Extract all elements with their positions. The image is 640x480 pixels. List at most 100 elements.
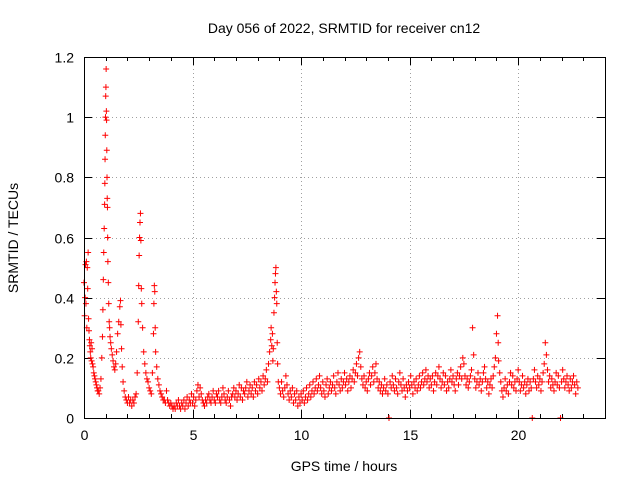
data-point xyxy=(382,387,389,394)
data-point xyxy=(90,363,97,370)
data-point xyxy=(88,357,95,364)
data-point xyxy=(393,384,400,391)
data-point xyxy=(528,384,535,391)
data-point xyxy=(108,345,115,352)
data-point xyxy=(229,390,236,397)
data-point xyxy=(231,393,238,400)
data-point xyxy=(236,381,243,388)
data-point xyxy=(102,156,109,163)
data-point xyxy=(496,369,503,376)
data-point xyxy=(515,366,522,373)
data-point xyxy=(268,342,275,349)
data-point xyxy=(117,321,124,328)
data-point xyxy=(95,387,102,394)
data-point xyxy=(100,249,107,256)
data-point xyxy=(433,381,440,388)
data-point xyxy=(457,363,464,370)
data-point xyxy=(210,387,217,394)
data-point xyxy=(318,390,325,397)
data-point xyxy=(350,366,357,373)
data-point xyxy=(526,387,533,394)
data-point xyxy=(102,132,109,139)
data-point xyxy=(521,378,528,385)
data-point xyxy=(400,375,407,382)
data-point xyxy=(456,372,463,379)
data-point xyxy=(137,237,144,244)
data-point xyxy=(99,306,106,313)
data-point xyxy=(321,393,328,400)
data-point xyxy=(265,360,272,367)
data-point xyxy=(479,378,486,385)
data-point xyxy=(336,381,343,388)
data-point xyxy=(87,348,94,355)
data-point xyxy=(517,387,524,394)
data-point xyxy=(330,372,337,379)
data-point xyxy=(103,108,110,115)
data-point xyxy=(344,387,351,394)
data-point xyxy=(439,378,446,385)
data-point xyxy=(306,381,313,388)
data-point xyxy=(129,396,136,403)
data-point xyxy=(105,279,112,286)
data-point xyxy=(256,384,263,391)
data-point xyxy=(84,264,91,271)
data-point xyxy=(125,393,132,400)
data-point xyxy=(426,384,433,391)
data-point xyxy=(406,384,413,391)
data-point xyxy=(485,390,492,397)
data-point xyxy=(119,363,126,370)
data-point xyxy=(486,381,493,388)
data-point xyxy=(135,318,142,325)
data-point xyxy=(491,363,498,370)
data-point xyxy=(343,375,350,382)
data-point xyxy=(435,363,442,370)
data-point xyxy=(539,378,546,385)
data-point xyxy=(355,354,362,361)
y-tick-label: 0.2 xyxy=(55,351,75,367)
data-point xyxy=(245,387,252,394)
data-point xyxy=(458,375,465,382)
data-point xyxy=(523,381,530,388)
data-point xyxy=(417,384,424,391)
data-point xyxy=(243,378,250,385)
data-point xyxy=(213,390,220,397)
plot-frame xyxy=(84,57,606,419)
data-point xyxy=(156,387,163,394)
data-point xyxy=(354,372,361,379)
data-point xyxy=(342,381,349,388)
data-point xyxy=(383,381,390,388)
data-point xyxy=(282,372,289,379)
data-point xyxy=(137,219,144,226)
data-point xyxy=(272,270,279,277)
data-point xyxy=(543,351,550,358)
data-point xyxy=(104,258,111,265)
data-point xyxy=(440,369,447,376)
data-point xyxy=(221,390,228,397)
data-point xyxy=(545,378,552,385)
data-point xyxy=(118,345,125,352)
y-tick-label: 0 xyxy=(66,411,74,427)
data-point xyxy=(104,174,111,181)
data-point xyxy=(103,147,110,154)
data-point xyxy=(163,387,170,394)
data-point xyxy=(522,390,529,397)
data-point xyxy=(399,387,406,394)
data-point xyxy=(524,375,531,382)
data-point xyxy=(268,324,275,331)
data-point xyxy=(352,369,359,376)
data-point xyxy=(428,381,435,388)
data-point xyxy=(346,372,353,379)
data-point xyxy=(244,393,251,400)
data-point xyxy=(305,390,312,397)
data-point xyxy=(175,396,182,403)
data-point xyxy=(209,393,216,400)
data-point xyxy=(366,369,373,376)
data-point xyxy=(312,384,319,391)
data-point xyxy=(461,372,468,379)
data-point xyxy=(556,384,563,391)
data-point xyxy=(349,375,356,382)
data-point xyxy=(212,399,219,406)
data-point xyxy=(437,375,444,382)
data-point xyxy=(140,348,147,355)
data-point xyxy=(151,282,158,289)
